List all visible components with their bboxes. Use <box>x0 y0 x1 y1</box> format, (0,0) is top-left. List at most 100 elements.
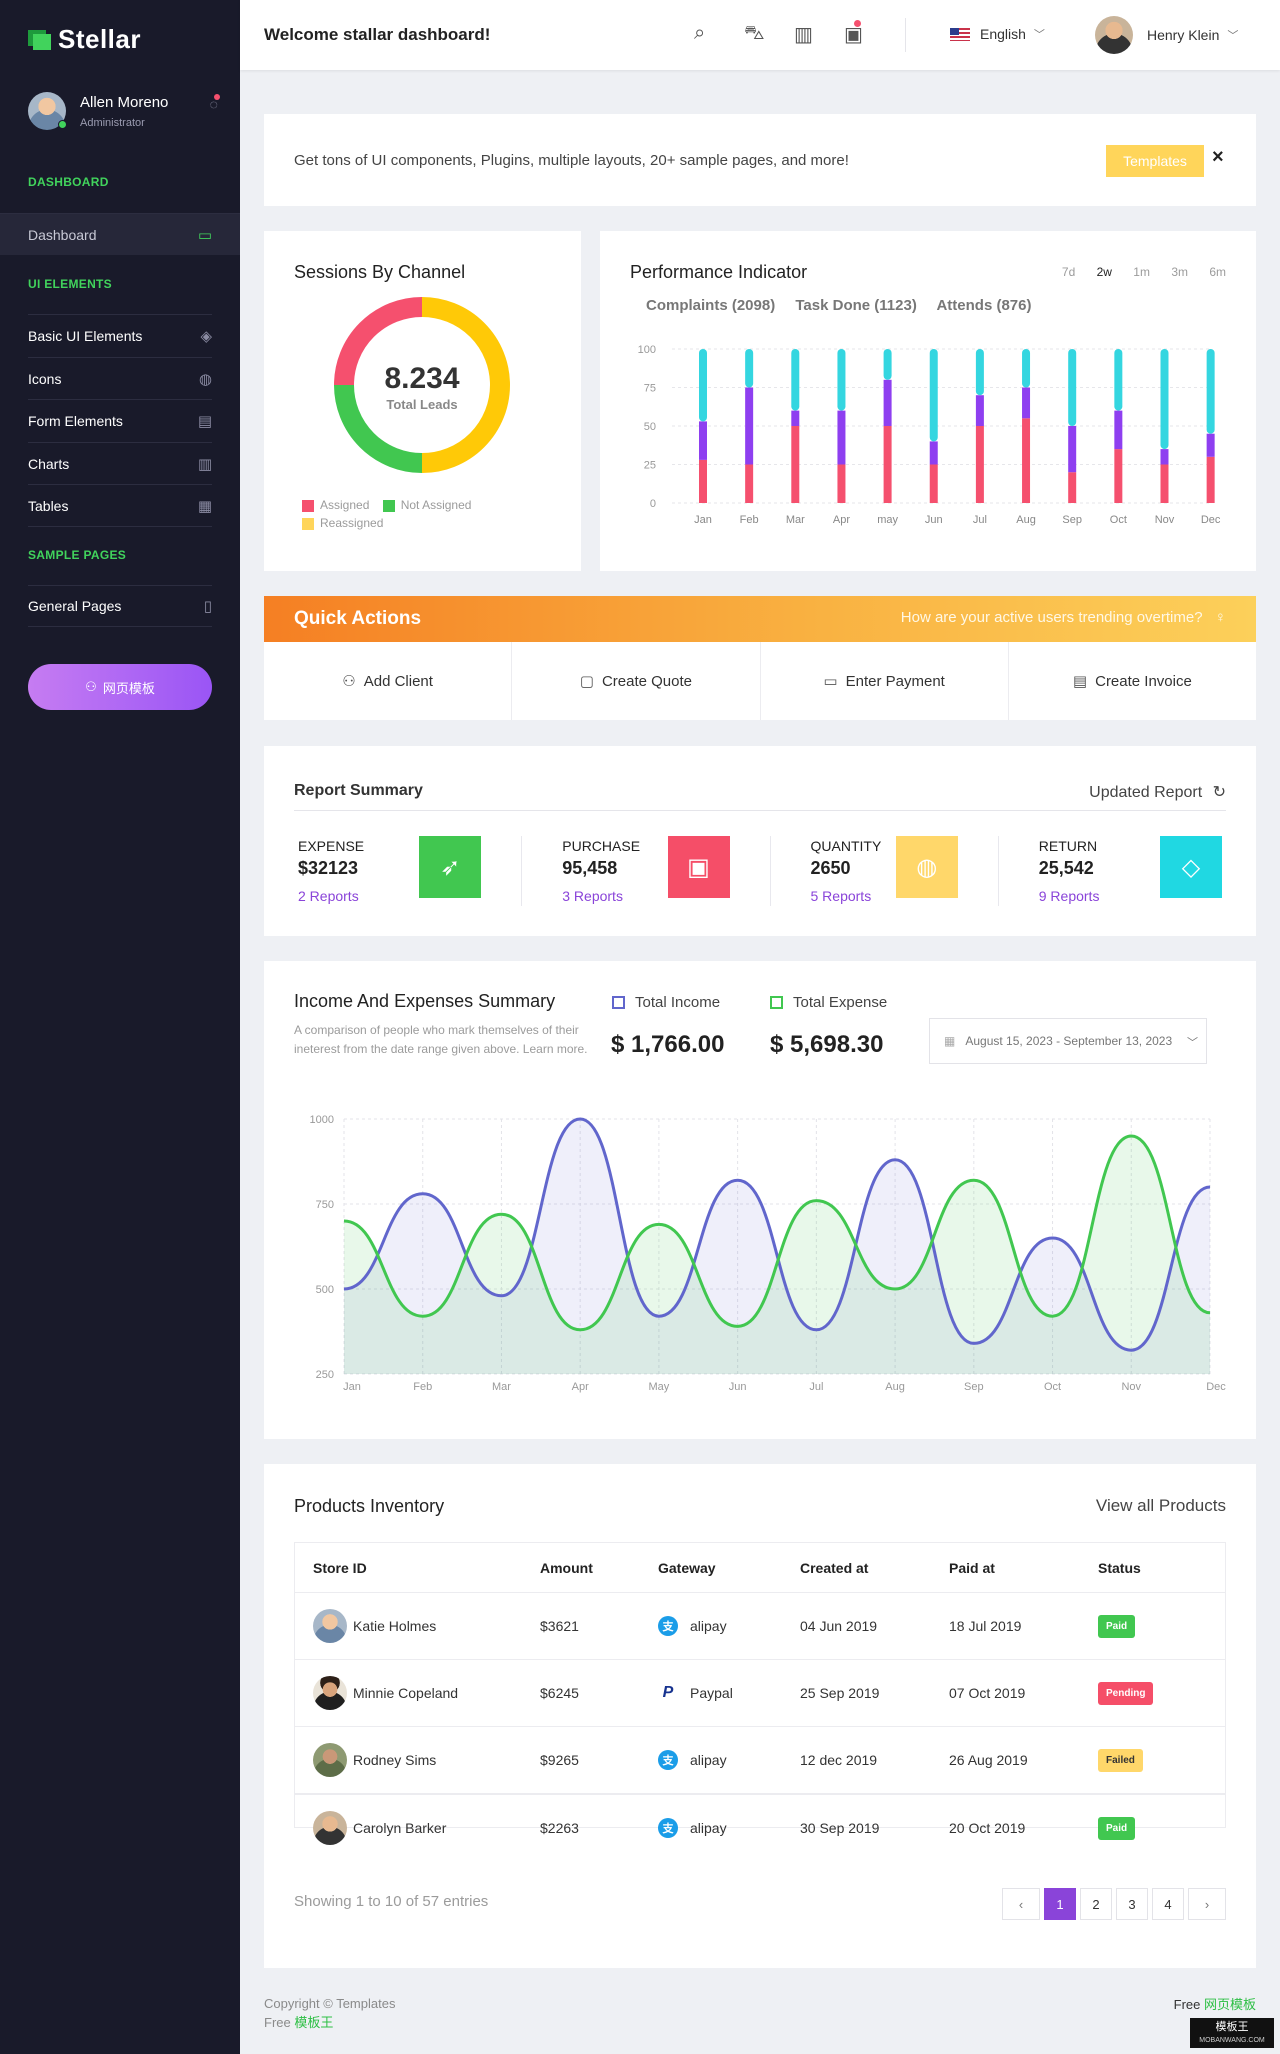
table-row[interactable]: Carolyn Barker $2263 支 alipay 30 Sep 2019… <box>295 1794 1225 1861</box>
close-icon[interactable]: × <box>1212 146 1224 168</box>
tab-complaints[interactable]: Complaints (2098) <box>646 297 776 314</box>
legend-label: Not Assigned <box>400 498 472 512</box>
chat-icon[interactable]: ◌ <box>209 94 221 112</box>
footer-right-link[interactable]: 网页模板 <box>1203 1997 1256 2012</box>
page-3-button[interactable]: 3 <box>1116 1888 1148 1920</box>
page-2-button[interactable]: 2 <box>1080 1888 1112 1920</box>
sidebar-item-charts[interactable]: Charts ▥ <box>28 442 212 484</box>
online-status-dot <box>58 120 67 129</box>
gateway-name: Paypal <box>690 1685 733 1701</box>
bar-segment <box>929 349 938 442</box>
report-value: $32123 <box>298 858 359 878</box>
tab-attends[interactable]: Attends (876) <box>936 297 1032 314</box>
report-value: 95,458 <box>562 858 618 878</box>
quick-actions-header: Quick Actions How are your active users … <box>264 596 1256 642</box>
user-menu[interactable]: Henry Klein ﹀ <box>1095 16 1238 54</box>
tab-task-done[interactable]: Task Done (1123) <box>795 297 917 314</box>
enter-payment-button[interactable]: ▭ Enter Payment <box>761 642 1009 720</box>
report-item-quantity: QUANTITY 2650 5 Reports ◍ <box>771 836 999 906</box>
range-3m[interactable]: 3m <box>1171 265 1188 279</box>
range-7d[interactable]: 7d <box>1061 265 1076 279</box>
footer-left: Copyright © Templates Free 模板王 <box>264 1994 395 2032</box>
report-link[interactable]: 2 Reports <box>298 888 359 904</box>
donut-slice-assigned <box>334 297 423 386</box>
brand-logo[interactable]: Stellar <box>28 24 141 55</box>
bar-segment <box>975 395 984 426</box>
table-row[interactable]: Minnie Copeland $6245 P Paypal 25 Sep 201… <box>295 1660 1225 1727</box>
topbar-divider <box>905 18 906 52</box>
quick-actions-title: Quick Actions <box>294 608 422 629</box>
language-selector[interactable]: English ﹀ <box>950 26 1045 42</box>
range-1m[interactable]: 1m <box>1133 265 1150 279</box>
nav-section-ui-elements: UI ELEMENTS <box>28 277 112 291</box>
page-4-button[interactable]: 4 <box>1152 1888 1184 1920</box>
updated-report-link[interactable]: Updated Report ↻ <box>1089 782 1226 802</box>
column-header[interactable]: Amount <box>540 1559 593 1576</box>
x-tick-label: Nov <box>1121 1381 1141 1393</box>
footer-link[interactable]: 模板王 <box>294 2015 334 2030</box>
nav-section-dashboard: DASHBOARD <box>28 175 109 189</box>
x-tick-label: Oct <box>1044 1381 1061 1393</box>
x-tick-label: Jan <box>343 1381 361 1393</box>
question-text: How are your active users trending overt… <box>900 609 1203 626</box>
page-1-button[interactable]: 1 <box>1044 1888 1076 1920</box>
sidebar-profile[interactable]: Allen Moreno Administrator ◌ <box>28 92 221 130</box>
message-icon[interactable]: ▣ <box>844 20 894 47</box>
divider <box>294 810 1226 811</box>
search-icon[interactable]: ⌕ <box>694 22 706 44</box>
column-header[interactable]: Gateway <box>658 1559 716 1576</box>
next-page-button[interactable]: › <box>1188 1888 1226 1920</box>
templates-button[interactable]: Templates <box>1106 145 1204 177</box>
column-header[interactable]: Store ID <box>313 1559 367 1576</box>
table-row[interactable]: Katie Holmes $3621 支 alipay 04 Jun 2019 1… <box>295 1593 1225 1660</box>
view-all-products-link[interactable]: View all Products <box>1095 1496 1226 1515</box>
sidebar-cta-label: 网页模板 <box>102 680 155 696</box>
add-client-button[interactable]: ⚇ Add Client <box>264 642 513 720</box>
report-link[interactable]: 5 Reports <box>810 888 872 904</box>
legend-swatch <box>612 996 625 1009</box>
x-tick-label: Jan <box>694 514 712 526</box>
column-header[interactable]: Status <box>1098 1559 1141 1576</box>
sidebar-cta-button[interactable]: ⚇ 网页模板 <box>28 664 212 710</box>
cart-icon[interactable]: ⛍ <box>744 22 765 44</box>
sidebar-item-form-elements[interactable]: Form Elements ▤ <box>28 399 212 441</box>
x-tick-label: Jul <box>809 1381 823 1393</box>
sidebar-item-tables[interactable]: Tables ▦ <box>28 484 212 526</box>
avatar <box>313 1609 347 1643</box>
x-tick-label: Feb <box>740 514 759 526</box>
report-link[interactable]: 3 Reports <box>562 888 623 904</box>
range-2w[interactable]: 2w <box>1096 265 1112 279</box>
bar-segment <box>1068 349 1077 426</box>
sidebar-item-basic-ui[interactable]: Basic UI Elements ◈ <box>28 314 212 356</box>
bar-chart-icon: ▥ <box>197 455 212 473</box>
sidebar-item-dashboard[interactable]: Dashboard ▭ <box>0 213 240 255</box>
performance-card: 0 25 50 75 100 Jan Feb Mar Apr may Jun Jul Aug Sep Oct… <box>600 231 1256 571</box>
column-header[interactable]: Paid at <box>949 1559 995 1576</box>
avatar <box>313 1811 347 1845</box>
watermark-text: 模板王 <box>1215 2021 1249 2033</box>
chevron-down-icon: ﹀ <box>1183 1034 1198 1050</box>
sidebar-item-icons[interactable]: Icons ◍ <box>28 357 212 399</box>
amount-cell: $3621 <box>540 1618 579 1634</box>
prev-page-button[interactable]: ‹ <box>1002 1888 1040 1920</box>
avatar <box>1095 16 1133 54</box>
sidebar-item-general-pages[interactable]: General Pages ▯ <box>28 585 212 627</box>
report-link[interactable]: 9 Reports <box>1038 888 1100 904</box>
date-range-picker[interactable]: ▦ August 15, 2023 - September 13, 2023 ﹀ <box>929 1018 1207 1064</box>
avatar <box>28 92 66 130</box>
footer-free-prefix: Free <box>264 2015 291 2030</box>
range-6m[interactable]: 6m <box>1209 265 1226 279</box>
table-row[interactable]: Rodney Sims $9265 支 alipay 12 dec 2019 26… <box>295 1727 1225 1794</box>
legend-label: Reassigned <box>320 516 384 530</box>
x-tick-label: Mar <box>492 1381 511 1393</box>
x-tick-label: Apr <box>833 514 850 526</box>
grid-icon: ▦ <box>197 497 212 515</box>
bar-chart-icon[interactable]: ▥ <box>794 24 813 46</box>
report-label: PURCHASE <box>562 838 641 854</box>
create-invoice-button[interactable]: ▤ Create Invoice <box>1009 642 1256 720</box>
chevron-down-icon: ﹀ <box>1033 29 1045 41</box>
report-value: 25,542 <box>1038 858 1094 878</box>
range-selector: 7d 2w 1m 3m 6m <box>1044 265 1226 279</box>
column-header[interactable]: Created at <box>800 1559 869 1576</box>
create-quote-button[interactable]: ▢ Create Quote <box>512 642 761 720</box>
